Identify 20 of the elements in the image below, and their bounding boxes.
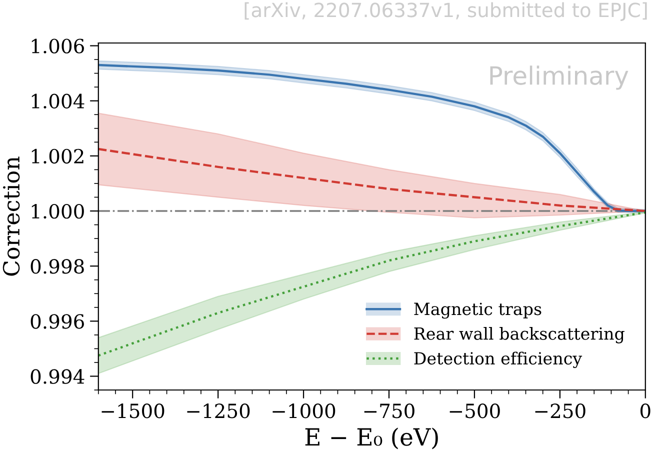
x-tick-label: 0 bbox=[640, 404, 650, 418]
x-tick-label: −1000 bbox=[272, 404, 336, 418]
line-series bbox=[98, 148, 646, 212]
legend-label: Magnetic traps bbox=[414, 302, 542, 319]
y-tick-label: 0.994 bbox=[30, 369, 84, 384]
x-tick-label: −1500 bbox=[102, 404, 164, 418]
y-tick-label: 0.998 bbox=[30, 259, 84, 274]
y-tick-label: 1.002 bbox=[32, 148, 84, 164]
y-tick-label: 1.000 bbox=[32, 204, 84, 219]
x-tick-label: −1250 bbox=[187, 404, 250, 418]
y-tick-label: 1.006 bbox=[32, 38, 84, 54]
y-axis-title: Correction bbox=[2, 156, 20, 276]
x-tick-label: −750 bbox=[364, 404, 414, 418]
legend-label: Detection efficiency bbox=[414, 352, 582, 368]
x-axis-title: E − E₀ (eV) bbox=[305, 428, 438, 450]
legend-label: Rear wall backscattering bbox=[414, 326, 624, 344]
x-tick-label: −500 bbox=[450, 404, 500, 418]
x-tick-label: −250 bbox=[535, 404, 586, 418]
y-tick-label: 0.996 bbox=[30, 314, 84, 329]
y-tick-label: 1.004 bbox=[32, 94, 84, 108]
